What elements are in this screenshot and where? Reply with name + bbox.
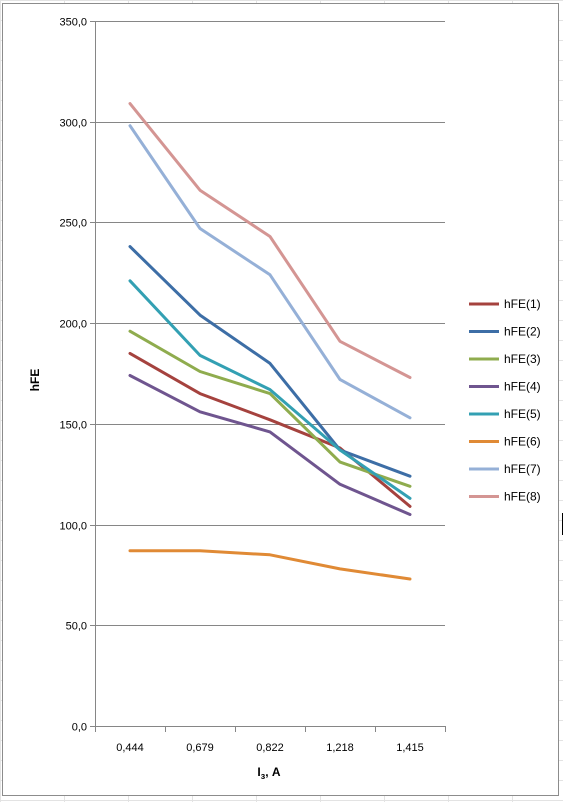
x-axis-title: Iз, A <box>257 765 280 781</box>
x-axis-title-main: I <box>257 765 260 779</box>
series-line-7 <box>128 124 412 420</box>
y-tick-label: 250,0 <box>59 218 87 230</box>
y-tick-label: 300,0 <box>59 118 87 130</box>
x-tick-label: 0,822 <box>256 742 284 754</box>
legend-label-4: hFE(4) <box>504 380 541 394</box>
x-tick-label: 1,415 <box>396 742 424 754</box>
series-line-8 <box>128 102 412 379</box>
x-tick-label: 0,444 <box>116 742 144 754</box>
line-chart: 0,0 50,0 100,0 150,0 200,0 250,0 300,0 350,0 0,4… <box>28 17 541 782</box>
legend[interactable]: hFE(1) hFE(2) hFE(3) hFE(4) hFE(5) hFE(6) hFE(… <box>469 297 541 504</box>
y-tick-label: 150,0 <box>59 420 87 432</box>
y-tick-label: 350,0 <box>59 17 87 29</box>
x-tick-label: 0,679 <box>186 742 214 754</box>
gridlines <box>95 21 445 626</box>
chart-area[interactable]: 0,0 50,0 100,0 150,0 200,0 250,0 300,0 350,0 0,4… <box>2 3 559 796</box>
legend-label-5: hFE(5) <box>504 407 541 421</box>
legend-label-8: hFE(8) <box>504 490 541 504</box>
legend-label-6: hFE(6) <box>504 435 541 449</box>
y-tick-label: 200,0 <box>59 319 87 331</box>
y-axis-title: hFE <box>28 369 42 392</box>
series-line-1 <box>128 351 412 508</box>
series-line-2 <box>128 245 412 478</box>
legend-label-1: hFE(1) <box>504 297 541 311</box>
x-axis-title-subscript: з <box>261 771 266 781</box>
x-tick-label: 1,218 <box>326 742 354 754</box>
series-line-6 <box>128 549 412 581</box>
legend-label-7: hFE(7) <box>504 462 541 476</box>
y-tick-label: 50,0 <box>66 621 87 633</box>
y-tick-label: 0,0 <box>72 722 87 734</box>
legend-label-3: hFE(3) <box>504 352 541 366</box>
legend-label-2: hFE(2) <box>504 325 541 339</box>
axes: 0,0 50,0 100,0 150,0 200,0 250,0 300,0 350,0 0,4… <box>59 17 446 754</box>
series-line-3 <box>128 329 412 488</box>
series-line-5 <box>128 279 412 500</box>
x-axis-title-unit: , A <box>265 765 281 779</box>
series-line-4 <box>128 374 412 516</box>
plot-series <box>128 102 412 581</box>
y-tick-label: 100,0 <box>59 521 87 533</box>
